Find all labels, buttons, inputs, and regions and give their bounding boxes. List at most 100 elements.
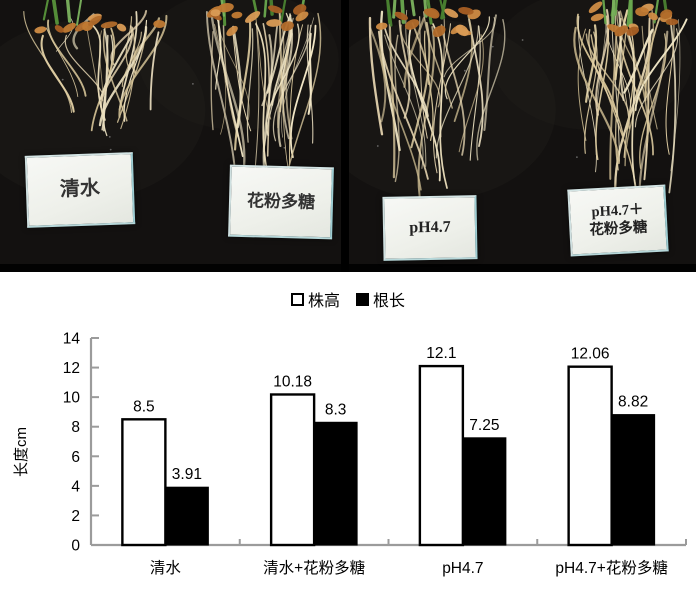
y-tick-label: 2 — [71, 508, 80, 525]
y-tick-label: 0 — [71, 538, 80, 555]
seed — [588, 1, 603, 14]
bar-plant-height — [121, 418, 167, 547]
dust-speck — [61, 78, 64, 81]
root-strand — [283, 20, 293, 183]
card-text: 清水 — [59, 177, 101, 201]
seed — [34, 26, 47, 34]
root-strand — [254, 22, 260, 176]
bar-plant-height — [567, 365, 613, 547]
seed — [665, 18, 679, 26]
y-tick-label: 8 — [71, 419, 80, 436]
root-strand — [617, 11, 625, 101]
dust-speck — [192, 83, 194, 85]
legend-label-root-length: 根长 — [373, 293, 406, 310]
root-strand — [100, 25, 134, 108]
seed — [405, 19, 420, 30]
dust-speck — [376, 145, 379, 147]
dust-speck — [283, 146, 286, 149]
seed — [231, 11, 243, 19]
shoot — [392, 0, 397, 19]
root-strand — [205, 11, 236, 166]
seed — [626, 26, 640, 36]
seed — [635, 7, 649, 17]
label-card-pollen: 花粉多糖 — [228, 164, 334, 240]
seed — [280, 21, 294, 31]
root-strand — [102, 23, 128, 122]
value-label-root-length: 8.3 — [325, 401, 347, 418]
bar-plant-height — [269, 393, 316, 547]
x-category-label: 清水+花粉多糖 — [263, 559, 365, 577]
shoot — [280, 0, 287, 23]
bar-chart: 0 2 4 6 8 10 12 14 长度cm 8.5 3.91 清水 10.18 8.3 清水+花粉多糖 1… — [13, 331, 687, 577]
root-strand — [40, 34, 75, 113]
root-strand — [123, 19, 148, 122]
dust-speck — [108, 136, 111, 138]
root-strand — [64, 34, 104, 95]
seed — [153, 19, 166, 29]
seed — [394, 11, 408, 21]
shoot — [611, 0, 616, 25]
shoot — [386, 0, 393, 27]
x-category-label: 清水 — [150, 559, 182, 577]
root-strand — [281, 17, 315, 138]
seed — [217, 3, 234, 13]
root-strand — [408, 27, 441, 182]
shoot — [263, 0, 268, 18]
root-strand — [458, 34, 484, 153]
value-label-plant-height: 12.06 — [571, 346, 610, 363]
bar-root-length — [164, 486, 209, 546]
value-label-plant-height: 12.1 — [426, 345, 456, 362]
photo-bottom-strip — [349, 264, 696, 272]
bar-plant-height — [418, 364, 465, 547]
root-strand — [246, 28, 254, 143]
seed — [660, 9, 673, 19]
root-strand-long — [90, 23, 106, 121]
seed — [295, 11, 309, 22]
label-card-water: 清水 — [24, 152, 136, 228]
value-label-root-length: 3.91 — [172, 466, 202, 483]
y-tick-label: 4 — [71, 478, 80, 495]
root-strand — [609, 26, 618, 180]
value-label-plant-height: 10.18 — [273, 373, 312, 390]
legend-swatch-white — [290, 292, 304, 306]
value-label-plant-height: 8.5 — [133, 398, 155, 415]
chart-legend: 株高 根长 — [0, 288, 696, 310]
root-strand — [214, 24, 227, 135]
root-strand — [573, 26, 620, 164]
seed — [444, 8, 459, 18]
root-strand — [444, 16, 490, 100]
root-strand — [149, 31, 160, 111]
shoot — [51, 0, 59, 25]
root-strand — [432, 23, 452, 174]
root-strand — [232, 25, 242, 129]
y-tick-label: 10 — [63, 390, 81, 407]
root-strand — [400, 24, 441, 108]
root-strand — [411, 22, 430, 85]
bar-root-length — [313, 421, 358, 546]
root-strand — [45, 27, 79, 98]
root-strand — [670, 19, 681, 172]
root-strand — [665, 21, 675, 155]
root-strand — [222, 24, 239, 138]
seed — [88, 15, 102, 27]
root-strand — [403, 17, 426, 88]
root-strand — [422, 11, 453, 109]
seed — [226, 25, 238, 37]
root-strand — [307, 32, 312, 115]
root-strand — [234, 18, 252, 151]
root-strand — [453, 14, 473, 122]
dust-speck — [521, 39, 524, 41]
root-strand — [623, 24, 635, 158]
root-strand — [214, 14, 222, 90]
dust-speck — [491, 45, 494, 48]
root-strand — [595, 8, 610, 116]
card-text: 花粉多糖 — [246, 191, 316, 212]
root-strand — [289, 24, 317, 159]
value-label-root-length: 7.25 — [469, 417, 499, 434]
photo-panel-ph47: pH4.7 pH4.7＋ 花粉多糖 — [349, 0, 696, 272]
photo-shade — [349, 20, 556, 200]
seed — [375, 22, 388, 30]
root-strand — [287, 12, 322, 170]
root-strand-long — [432, 23, 448, 189]
